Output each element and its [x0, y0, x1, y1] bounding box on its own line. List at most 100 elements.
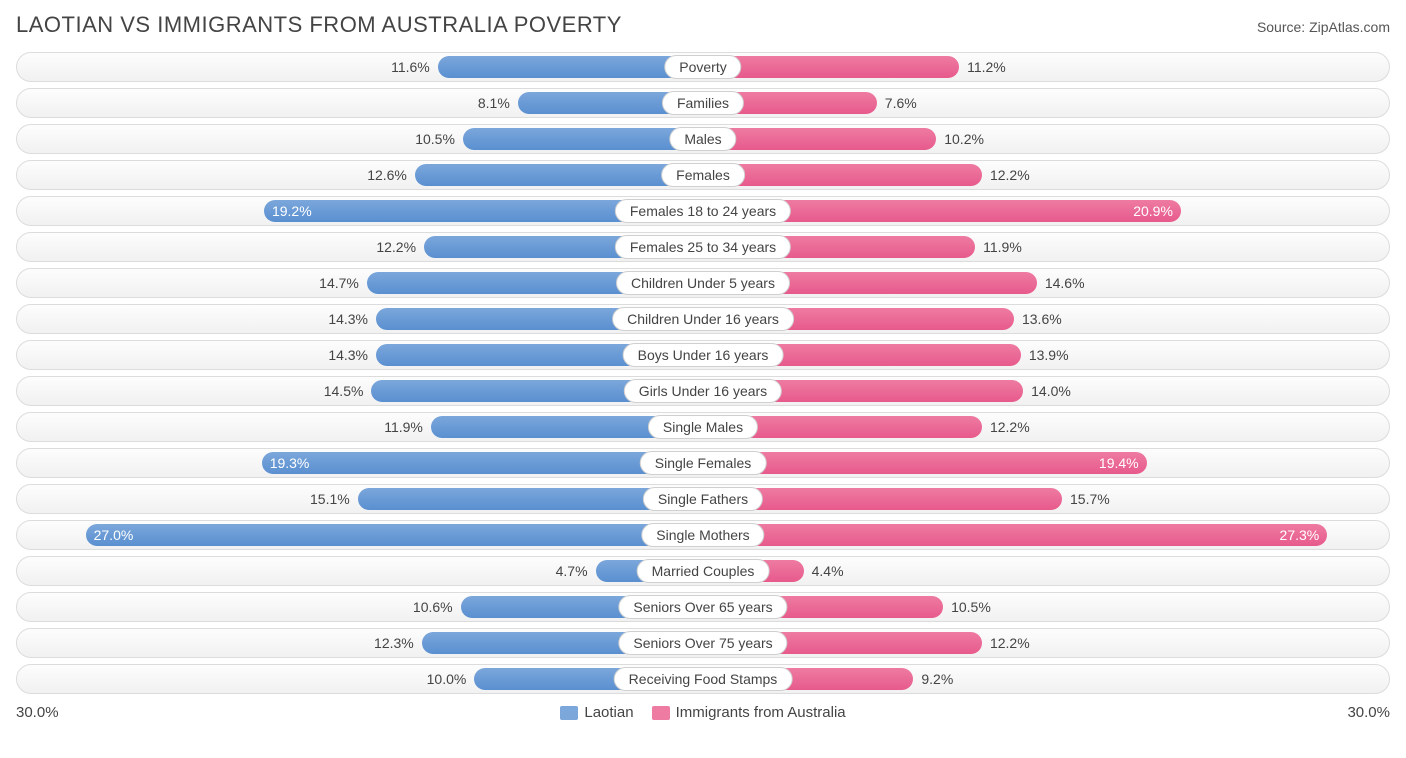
- bar-value-right: 10.5%: [943, 599, 999, 615]
- category-label: Families: [662, 91, 744, 115]
- bar-value-left: 11.6%: [383, 59, 438, 75]
- bar-row: 8.1%7.6%Families: [16, 88, 1390, 118]
- bar-right: 27.3%: [703, 524, 1327, 546]
- category-label: Single Mothers: [641, 523, 764, 547]
- bar-value-left: 11.9%: [376, 419, 431, 435]
- bar-right: [703, 164, 982, 186]
- bar-value-left: 15.1%: [302, 491, 358, 507]
- bar-half-right: 11.9%: [703, 233, 1389, 261]
- category-label: Children Under 16 years: [612, 307, 794, 331]
- bar-half-left: 12.6%: [17, 161, 703, 189]
- bar-row: 10.5% 10.2% Males: [16, 124, 1390, 154]
- bar-row: 12.6%12.2%Females: [16, 160, 1390, 190]
- bar-row: 10.6% 10.5% Seniors Over 65 years: [16, 592, 1390, 622]
- legend: Laotian Immigrants from Australia: [560, 704, 845, 721]
- bar-row: 14.3% 13.9% Boys Under 16 years: [16, 340, 1390, 370]
- bar-value-left: 19.2%: [264, 203, 320, 219]
- bar-row: 12.3% 12.2% Seniors Over 75 years: [16, 628, 1390, 658]
- bar-half-left: 10.6%: [17, 593, 703, 621]
- chart-source: Source: ZipAtlas.com: [1257, 19, 1390, 35]
- bar-row: 11.9% 12.2% Single Males: [16, 412, 1390, 442]
- bar-half-right: 13.6%: [703, 305, 1389, 333]
- legend-label-left: Laotian: [584, 704, 633, 721]
- bar-half-right: 10.5%: [703, 593, 1389, 621]
- bar-row: 14.5% 14.0%Girls Under 16 years: [16, 376, 1390, 406]
- bar-value-right: 19.4%: [1091, 455, 1147, 471]
- bar-left: [415, 164, 703, 186]
- bar-value-right: 14.6%: [1037, 275, 1093, 291]
- bar-right: [703, 56, 959, 78]
- bar-value-right: 12.2%: [982, 167, 1038, 183]
- category-label: Males: [669, 127, 736, 151]
- bar-value-left: 10.6%: [405, 599, 461, 615]
- category-label: Girls Under 16 years: [624, 379, 782, 403]
- category-label: Seniors Over 65 years: [618, 595, 787, 619]
- bar-half-left: 11.6%: [17, 53, 703, 81]
- bar-value-right: 11.2%: [959, 59, 1014, 75]
- bar-half-left: 14.3%: [17, 305, 703, 333]
- legend-item-left: Laotian: [560, 704, 633, 721]
- bar-value-left: 10.5%: [407, 131, 463, 147]
- bar-value-right: 13.9%: [1021, 347, 1077, 363]
- category-label: Boys Under 16 years: [623, 343, 784, 367]
- bar-value-right: 27.3%: [1272, 527, 1328, 543]
- category-label: Married Couples: [637, 559, 770, 583]
- bar-half-right: 27.3%: [703, 521, 1389, 549]
- diverging-bar-chart: 11.6%11.2%Poverty8.1%7.6%Families10.5%10…: [16, 52, 1390, 694]
- category-label: Females 25 to 34 years: [615, 235, 791, 259]
- bar-half-right: 19.4%: [703, 449, 1389, 477]
- bar-row: 11.6% 11.2% Poverty: [16, 52, 1390, 82]
- bar-value-left: 14.3%: [320, 347, 376, 363]
- bar-half-right: 12.2%: [703, 161, 1389, 189]
- bar-left: [438, 56, 703, 78]
- axis-left-max: 30.0%: [16, 704, 59, 721]
- bar-row: 10.0%9.2%Receiving Food Stamps: [16, 664, 1390, 694]
- bar-half-left: 14.7%: [17, 269, 703, 297]
- legend-swatch-left: [560, 706, 578, 720]
- bar-left: 27.0%: [86, 524, 703, 546]
- category-label: Single Females: [640, 451, 767, 475]
- bar-row: 14.7%14.6%Children Under 5 years: [16, 268, 1390, 298]
- bar-value-right: 4.4%: [804, 563, 852, 579]
- bar-value-left: 27.0%: [86, 527, 142, 543]
- bar-value-right: 12.2%: [982, 419, 1038, 435]
- bar-half-left: 12.2%: [17, 233, 703, 261]
- bar-row: 15.1%15.7%Single Fathers: [16, 484, 1390, 514]
- bar-value-right: 12.2%: [982, 635, 1038, 651]
- chart-header: LAOTIAN VS IMMIGRANTS FROM AUSTRALIA POV…: [16, 12, 1390, 38]
- bar-half-left: 15.1%: [17, 485, 703, 513]
- bar-value-left: 14.3%: [320, 311, 376, 327]
- bar-half-left: 19.2%: [17, 197, 703, 225]
- bar-row: 14.3% 13.6% Children Under 16 years: [16, 304, 1390, 334]
- bar-value-right: 9.2%: [913, 671, 961, 687]
- bar-left: [463, 128, 703, 150]
- bar-half-left: 10.0%: [17, 665, 703, 693]
- bar-half-right: 12.2%: [703, 413, 1389, 441]
- bar-right: [703, 128, 936, 150]
- bar-value-right: 11.9%: [975, 239, 1030, 255]
- bar-value-left: 14.5%: [316, 383, 372, 399]
- bar-value-left: 19.3%: [262, 455, 318, 471]
- legend-label-right: Immigrants from Australia: [676, 704, 846, 721]
- source-label: Source:: [1257, 19, 1309, 35]
- bar-value-right: 20.9%: [1125, 203, 1181, 219]
- bar-value-right: 10.2%: [936, 131, 992, 147]
- category-label: Poverty: [664, 55, 741, 79]
- bar-value-left: 12.2%: [368, 239, 424, 255]
- category-label: Seniors Over 75 years: [618, 631, 787, 655]
- bar-value-right: 13.6%: [1014, 311, 1070, 327]
- bar-half-left: 4.7%: [17, 557, 703, 585]
- legend-swatch-right: [652, 706, 670, 720]
- source-name: ZipAtlas.com: [1309, 19, 1390, 35]
- chart-title: LAOTIAN VS IMMIGRANTS FROM AUSTRALIA POV…: [16, 12, 622, 38]
- bar-half-right: 15.7%: [703, 485, 1389, 513]
- bar-half-right: 9.2%: [703, 665, 1389, 693]
- bar-half-left: 10.5%: [17, 125, 703, 153]
- bar-right: 19.4%: [703, 452, 1147, 474]
- bar-half-left: 14.3%: [17, 341, 703, 369]
- bar-half-right: 14.0%: [703, 377, 1389, 405]
- category-label: Single Males: [648, 415, 758, 439]
- bar-row: 12.2% 11.9% Females 25 to 34 years: [16, 232, 1390, 262]
- chart-footer: 30.0% Laotian Immigrants from Australia …: [16, 704, 1390, 721]
- bar-half-left: 12.3%: [17, 629, 703, 657]
